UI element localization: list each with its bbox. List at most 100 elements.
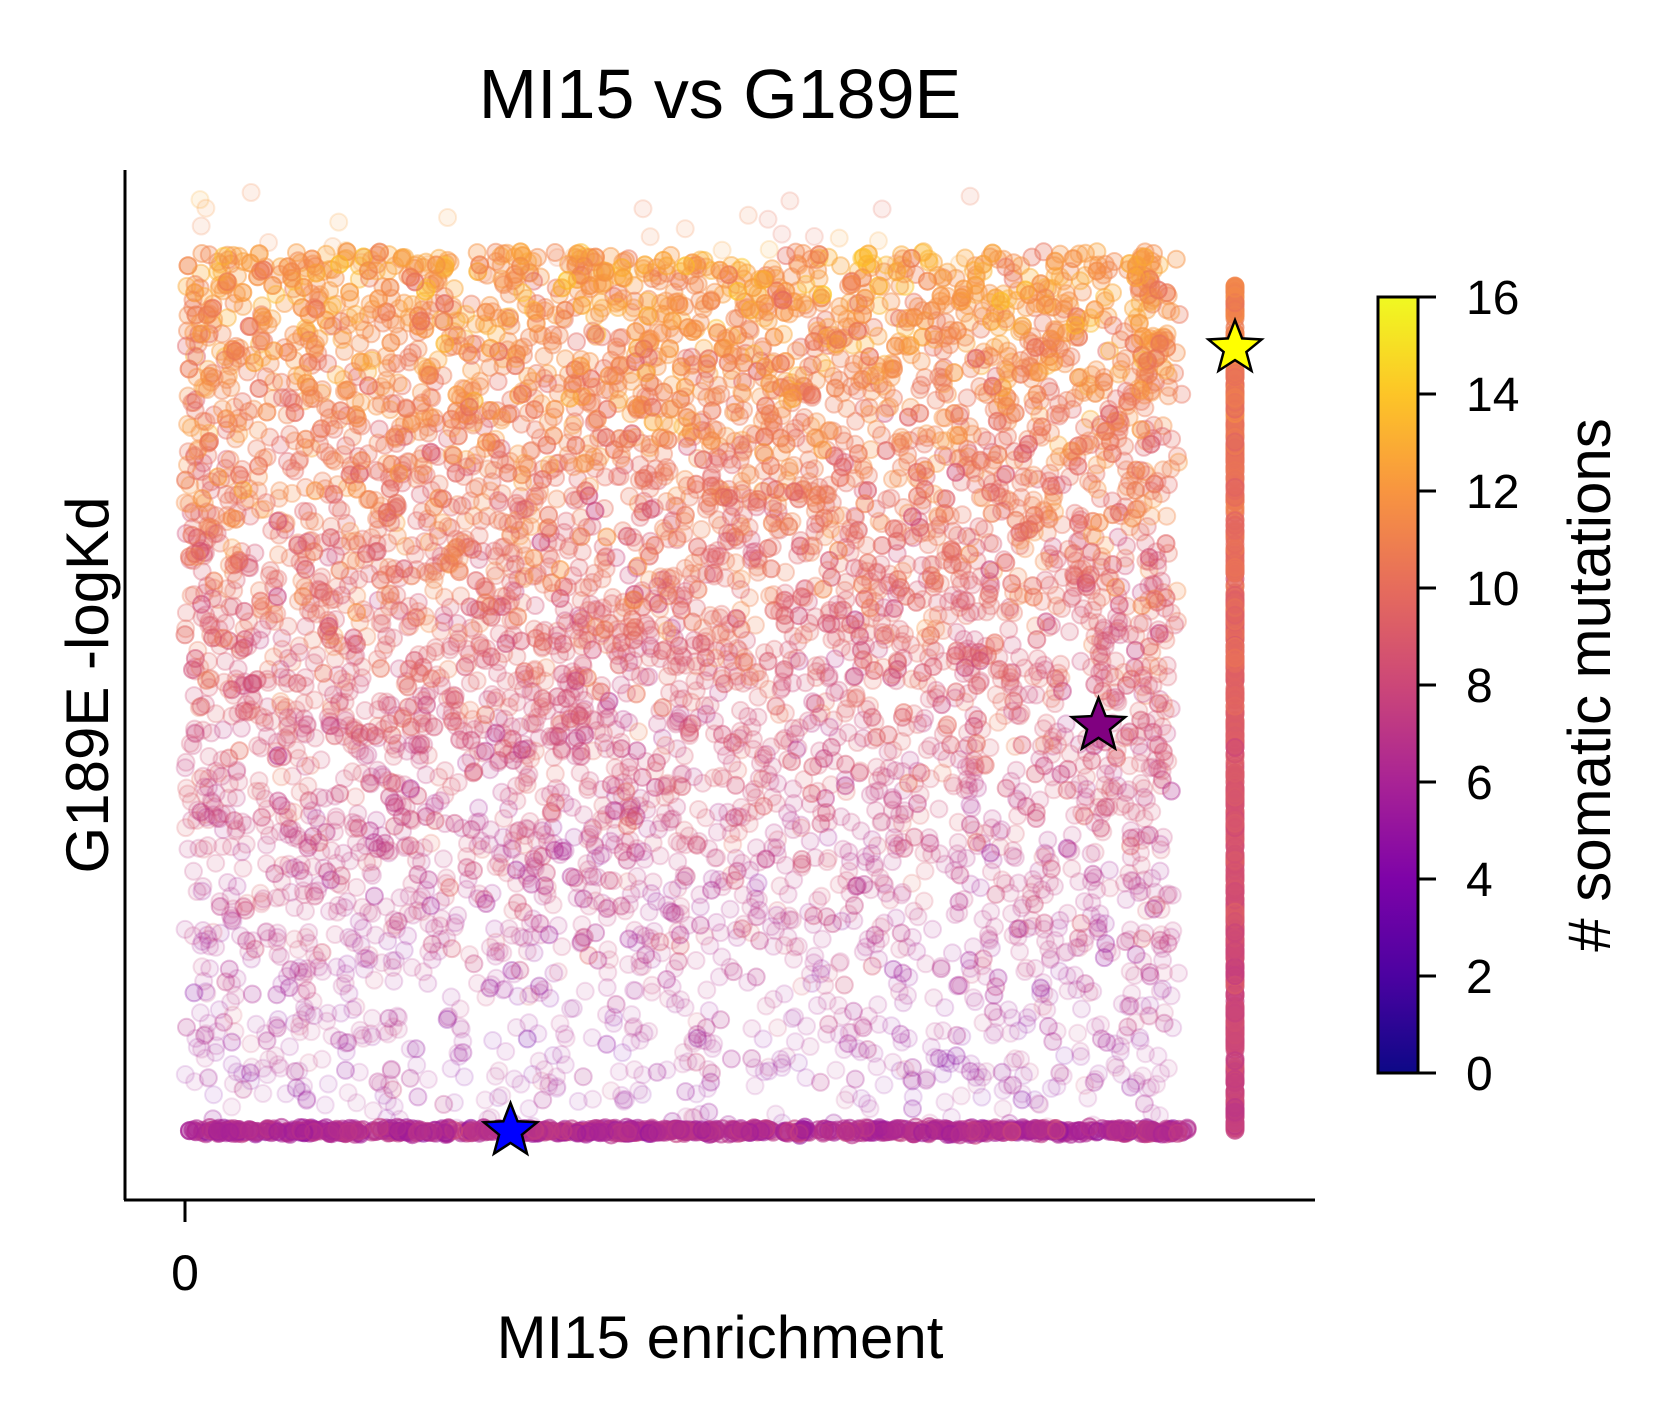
scatter-point (1081, 313, 1101, 333)
scatter-point (706, 546, 726, 566)
scatter-point (988, 249, 1008, 269)
scatter-point (310, 600, 330, 620)
scatter-point (638, 306, 658, 326)
scatter-point (296, 901, 315, 921)
scatter-point (418, 563, 438, 583)
scatter-point (565, 360, 585, 380)
scatter-point (309, 572, 329, 592)
scatter-point (268, 746, 288, 766)
scatter-point (1168, 611, 1187, 631)
scatter-point (667, 496, 687, 516)
scatter-point (481, 401, 501, 420)
scatter-point (338, 1033, 358, 1052)
scatter-point (1037, 294, 1057, 314)
scatter-point (247, 670, 267, 690)
scatter-point (206, 853, 226, 873)
scatter-point (257, 1065, 277, 1085)
scatter-point (888, 653, 908, 672)
scatter-point (769, 277, 789, 297)
scatter-point (907, 942, 927, 961)
scatter-point (235, 629, 255, 649)
scatter-point (392, 248, 412, 268)
scatter-point (934, 358, 954, 378)
scatter-point (318, 1003, 338, 1023)
scatter-point (535, 671, 555, 691)
scatter-point (628, 494, 648, 514)
scatter-point (1070, 1041, 1090, 1061)
scatter-point (966, 832, 986, 852)
scatter-point (1108, 776, 1128, 796)
scatter-point (531, 267, 550, 287)
scatter-point (886, 908, 906, 928)
scatter-point (488, 372, 508, 391)
scatter-point (712, 724, 732, 744)
scatter-point (532, 623, 552, 642)
scatter-point (1116, 481, 1136, 501)
scatter-point (440, 555, 460, 575)
scatter-point (278, 257, 298, 277)
scatter-point (546, 305, 566, 325)
scatter-point (264, 577, 284, 597)
scatter-point (601, 350, 621, 370)
scatter-point (435, 785, 455, 805)
scatter-point (511, 242, 530, 262)
scatter-point (256, 493, 276, 513)
scatter-point (361, 324, 381, 344)
scatter-point (347, 634, 367, 654)
scatter-point (683, 253, 702, 273)
scatter-point (1095, 914, 1115, 934)
scatter-point (408, 1087, 428, 1107)
scatter-point (544, 426, 564, 446)
scatter-point (1116, 932, 1136, 952)
scatter-point (437, 928, 457, 948)
scatter-point (711, 622, 731, 642)
scatter-point (291, 253, 310, 273)
scatter-point (382, 735, 402, 755)
scatter-point (248, 420, 268, 440)
scatter-point (789, 489, 809, 509)
scatter-point (785, 937, 805, 957)
scatter-point (224, 545, 244, 565)
scatter-point (1157, 506, 1177, 526)
scatter-point (689, 800, 708, 819)
scatter-point (1158, 386, 1178, 406)
scatter-point (681, 692, 701, 712)
scatter-point (1094, 380, 1114, 400)
scatter-point (568, 1091, 588, 1111)
scatter-point (774, 660, 794, 680)
scatter-point (492, 269, 512, 289)
scatter-point (761, 456, 781, 476)
scatter-point (714, 487, 734, 507)
scatter-point (505, 554, 525, 574)
scatter-point (857, 1040, 877, 1059)
scatter-point (1058, 539, 1078, 559)
scatter-point (492, 484, 512, 504)
scatter-point (499, 799, 518, 819)
scatter-point (369, 289, 388, 309)
scatter-point (621, 404, 641, 424)
scatter-point (1044, 876, 1064, 896)
scatter-point (862, 956, 882, 976)
scatter-point (515, 556, 535, 576)
scatter-point (697, 980, 717, 1000)
scatter-point (464, 762, 484, 782)
scatter-point (366, 925, 385, 945)
scatter-point (464, 620, 483, 640)
scatter-point (474, 889, 494, 909)
scatter-point (888, 468, 908, 488)
scatter-point (658, 666, 677, 686)
scatter-point (943, 542, 963, 562)
scatter-point (937, 447, 957, 467)
scatter-point (290, 861, 310, 881)
scatter-point (382, 725, 402, 745)
scatter-point (1103, 555, 1123, 575)
scatter-point (830, 952, 850, 972)
scatter-point (1043, 1032, 1063, 1051)
scatter-point (1074, 383, 1094, 402)
scatter-point (594, 733, 614, 753)
scatter-point (554, 577, 574, 596)
scatter-point (315, 442, 335, 462)
scatter-point (338, 641, 358, 661)
scatter-point (947, 844, 967, 864)
scatter-point (371, 570, 390, 590)
